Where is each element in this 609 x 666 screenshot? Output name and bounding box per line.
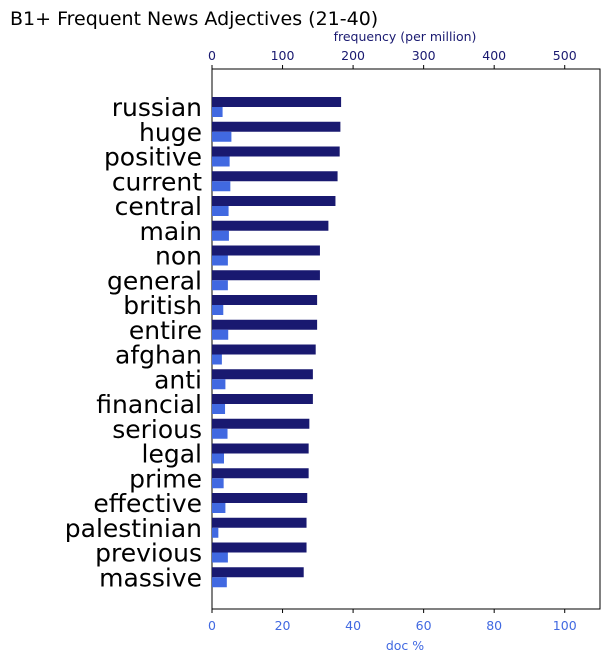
bar-frequency-huge (212, 121, 341, 132)
category-label: huge (139, 118, 202, 147)
bar-frequency-current (212, 171, 338, 182)
bar-doc-percent-entire (212, 329, 229, 340)
category-labels: russianhugepositivecurrentcentralmainnon… (65, 93, 202, 592)
category-label: prime (129, 464, 202, 493)
top-axis: 0 100 200 300 400 500 (208, 48, 577, 69)
bar-doc-percent-main (212, 230, 229, 241)
bottom-tick-label: 60 (416, 618, 432, 633)
bottom-axis: 0 20 40 60 80 100 (208, 609, 577, 633)
category-label: massive (99, 563, 202, 592)
category-label: british (123, 291, 202, 320)
category-label: main (140, 217, 202, 246)
top-axis-label: frequency (per million) (334, 29, 477, 44)
bar-frequency-prime (212, 468, 309, 479)
bottom-tick-label: 40 (345, 618, 361, 633)
bar-frequency-russian (212, 97, 342, 107)
bar-doc-percent-huge (212, 131, 232, 142)
bar-frequency-legal (212, 443, 309, 454)
category-label: effective (93, 489, 202, 518)
category-label: palestinian (65, 514, 202, 543)
bottom-tick-label: 0 (208, 618, 216, 633)
category-label: legal (142, 440, 202, 469)
bar-frequency-central (212, 196, 336, 206)
top-tick-label: 500 (553, 48, 577, 63)
bar-doc-percent-russian (212, 107, 223, 117)
category-label: entire (129, 316, 202, 345)
category-label: serious (112, 415, 202, 444)
bottom-tick-label: 80 (486, 618, 502, 633)
bar-doc-percent-serious (212, 428, 228, 439)
bar-doc-percent-previous (212, 552, 228, 563)
bar-frequency-palestinian (212, 517, 307, 528)
bottom-axis-label: doc % (386, 638, 424, 653)
bar-doc-percent-general (212, 280, 228, 291)
category-label: previous (95, 539, 202, 568)
bar-frequency-main (212, 220, 329, 231)
category-label: general (107, 266, 202, 295)
bottom-tick-label: 100 (553, 618, 577, 633)
bar-doc-percent-prime (212, 478, 224, 489)
bar-doc-percent-effective (212, 503, 226, 513)
chart-title: B1+ Frequent News Adjectives (21-40) (10, 8, 378, 30)
category-label: financial (96, 390, 202, 419)
bar-frequency-effective (212, 493, 308, 503)
category-label: positive (104, 143, 202, 172)
category-label: central (115, 192, 202, 221)
bar-frequency-financial (212, 394, 313, 404)
bar-doc-percent-british (212, 305, 224, 315)
top-tick-label: 0 (208, 48, 216, 63)
bar-doc-percent-massive (212, 577, 227, 588)
category-label: non (155, 242, 202, 271)
bottom-tick-label: 20 (275, 618, 291, 633)
top-tick-label: 200 (341, 48, 365, 63)
bars-layer (212, 97, 342, 588)
bar-doc-percent-palestinian (212, 527, 219, 538)
category-label: afghan (115, 341, 202, 370)
category-label: anti (154, 365, 202, 394)
bar-doc-percent-legal (212, 453, 224, 464)
bar-frequency-anti (212, 369, 313, 380)
bar-frequency-previous (212, 542, 307, 553)
top-tick-label: 100 (271, 48, 295, 63)
category-label: current (112, 167, 202, 196)
bar-doc-percent-non (212, 255, 228, 266)
bar-frequency-positive (212, 146, 340, 157)
bar-doc-percent-positive (212, 156, 230, 167)
bar-doc-percent-anti (212, 379, 226, 390)
bar-frequency-afghan (212, 344, 316, 355)
bar-frequency-general (212, 270, 320, 281)
bar-frequency-entire (212, 319, 318, 330)
bar-doc-percent-afghan (212, 354, 222, 365)
category-label: russian (112, 93, 202, 122)
bar-frequency-massive (212, 567, 304, 578)
bar-frequency-british (212, 295, 318, 305)
top-tick-label: 400 (482, 48, 506, 63)
bar-doc-percent-current (212, 181, 231, 192)
bar-doc-percent-financial (212, 404, 226, 414)
top-tick-label: 300 (412, 48, 436, 63)
bar-doc-percent-central (212, 206, 229, 216)
bar-frequency-non (212, 245, 320, 256)
bar-frequency-serious (212, 418, 310, 429)
